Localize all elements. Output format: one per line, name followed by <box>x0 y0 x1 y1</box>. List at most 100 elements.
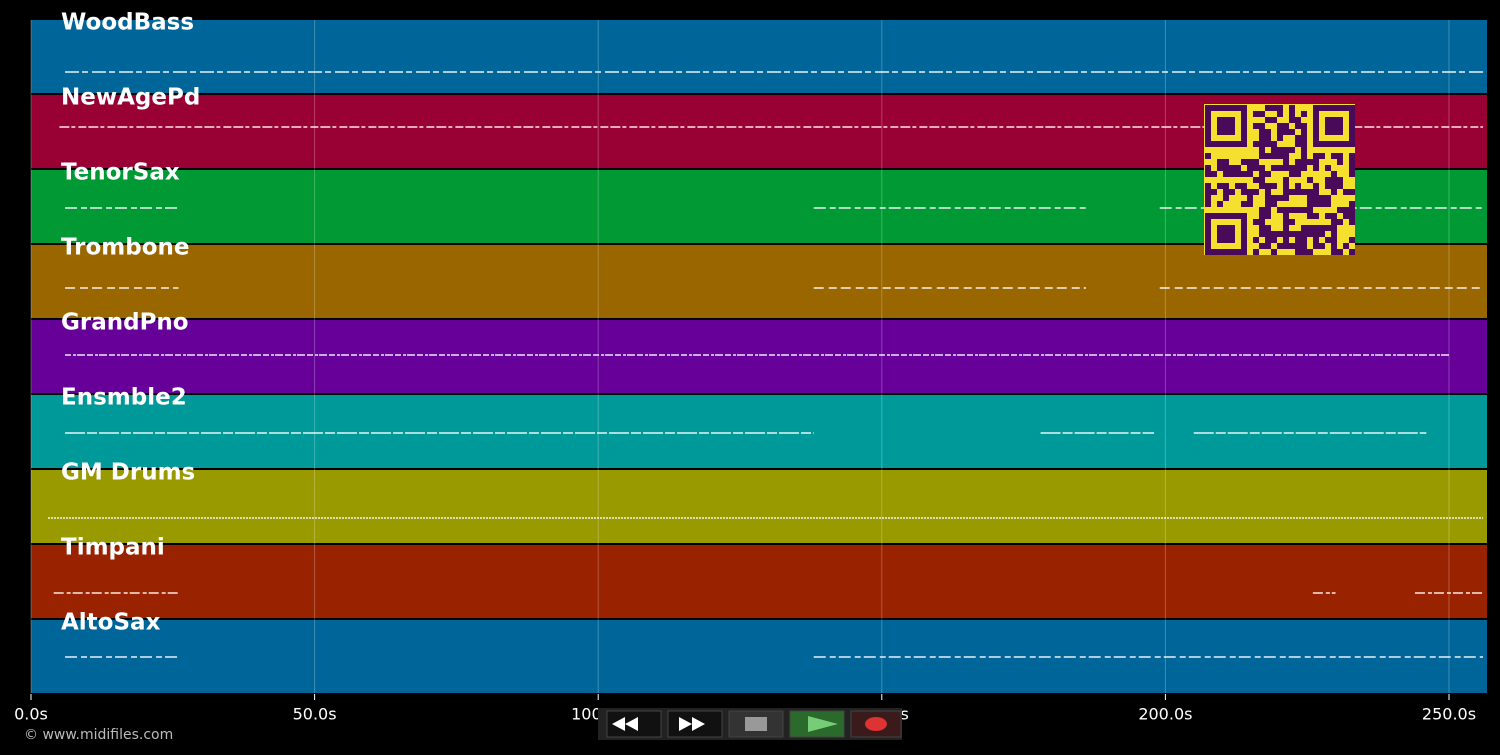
qr-cell <box>1271 165 1277 171</box>
qr-cell <box>1289 231 1295 237</box>
qr-code <box>1204 104 1355 255</box>
qr-cell <box>1349 213 1355 219</box>
forward-button[interactable] <box>667 710 723 738</box>
qr-cell <box>1265 117 1271 123</box>
qr-cell <box>1283 159 1289 165</box>
qr-cell <box>1277 123 1283 129</box>
qr-cell <box>1349 249 1355 255</box>
button[interactable] <box>728 710 784 738</box>
qr-cell <box>1259 123 1265 129</box>
qr-cell <box>1295 123 1301 129</box>
qr-cell <box>1277 207 1283 213</box>
qr-cell <box>1313 159 1319 165</box>
qr-cell <box>1337 159 1343 165</box>
qr-finder <box>1325 117 1343 135</box>
qr-cell <box>1211 189 1217 195</box>
qr-cell <box>1247 171 1253 177</box>
qr-cell <box>1265 237 1271 243</box>
x-tick-label: 250.0s <box>1422 705 1476 724</box>
track-name: Timpani <box>61 535 165 561</box>
qr-cell <box>1301 249 1307 255</box>
qr-cell <box>1223 171 1229 177</box>
qr-cell <box>1331 171 1337 177</box>
qr-cell <box>1295 165 1301 171</box>
grid <box>30 20 1450 693</box>
qr-cell <box>1253 123 1259 129</box>
qr-cell <box>1295 189 1301 195</box>
track-name: WoodBass <box>61 10 194 36</box>
play-button[interactable] <box>789 710 845 738</box>
qr-cell <box>1283 219 1289 225</box>
qr-cell <box>1229 189 1235 195</box>
record-button[interactable] <box>850 710 902 738</box>
qr-cell <box>1307 249 1313 255</box>
icon <box>865 717 887 731</box>
qr-cell <box>1295 135 1301 141</box>
qr-cell <box>1223 165 1229 171</box>
qr-cell <box>1259 129 1265 135</box>
qr-cell <box>1301 159 1307 165</box>
qr-cell <box>1283 225 1289 231</box>
qr-cell <box>1265 225 1271 231</box>
x-tick-label: 200.0s <box>1138 705 1192 724</box>
qr-cell <box>1295 159 1301 165</box>
qr-cell <box>1217 165 1223 171</box>
qr-cell <box>1337 219 1343 225</box>
qr-cell <box>1325 177 1331 183</box>
track-name: NewAgePd <box>61 85 200 111</box>
qr-cell <box>1295 171 1301 177</box>
qr-cell <box>1235 171 1241 177</box>
lane <box>31 245 1487 318</box>
qr-cell <box>1289 243 1295 249</box>
qr-cell <box>1217 183 1223 189</box>
qr-cell <box>1295 237 1301 243</box>
qr-cell <box>1283 123 1289 129</box>
qr-cell <box>1271 153 1277 159</box>
qr-cell <box>1271 141 1277 147</box>
qr-cell <box>1295 183 1301 189</box>
qr-cell <box>1217 159 1223 165</box>
qr-cell <box>1337 153 1343 159</box>
qr-cell <box>1265 201 1271 207</box>
qr-cell <box>1289 165 1295 171</box>
qr-cell <box>1259 141 1265 147</box>
qr-cell <box>1331 183 1337 189</box>
qr-cell <box>1265 171 1271 177</box>
stop-button[interactable] <box>728 710 784 738</box>
qr-cell <box>1349 207 1355 213</box>
qr-cell <box>1283 183 1289 189</box>
track-name: AltoSax <box>61 610 161 636</box>
qr-cell <box>1247 189 1253 195</box>
qr-cell <box>1301 123 1307 129</box>
qr-cell <box>1265 189 1271 195</box>
qr-cell <box>1307 177 1313 183</box>
qr-cell <box>1331 177 1337 183</box>
rewind-button[interactable] <box>606 710 662 738</box>
qr-cell <box>1283 243 1289 249</box>
qr-cell <box>1313 195 1319 201</box>
qr-cell <box>1313 231 1319 237</box>
qr-cell <box>1307 189 1313 195</box>
qr-cell <box>1307 207 1313 213</box>
qr-cell <box>1229 165 1235 171</box>
qr-cell <box>1253 219 1259 225</box>
qr-cell <box>1229 171 1235 177</box>
qr-cell <box>1295 117 1301 123</box>
qr-cell <box>1283 177 1289 183</box>
qr-cell <box>1313 237 1319 243</box>
qr-cell <box>1265 105 1271 111</box>
qr-cell <box>1343 213 1349 219</box>
qr-cell <box>1289 147 1295 153</box>
qr-cell <box>1301 111 1307 117</box>
qr-cell <box>1301 231 1307 237</box>
qr-cell <box>1313 183 1319 189</box>
qr-cell <box>1331 213 1337 219</box>
qr-cell <box>1343 243 1349 249</box>
qr-cell <box>1205 165 1211 171</box>
qr-cell <box>1259 147 1265 153</box>
qr-cell <box>1313 201 1319 207</box>
qr-cell <box>1271 231 1277 237</box>
lane <box>31 545 1487 618</box>
qr-cell <box>1349 201 1355 207</box>
